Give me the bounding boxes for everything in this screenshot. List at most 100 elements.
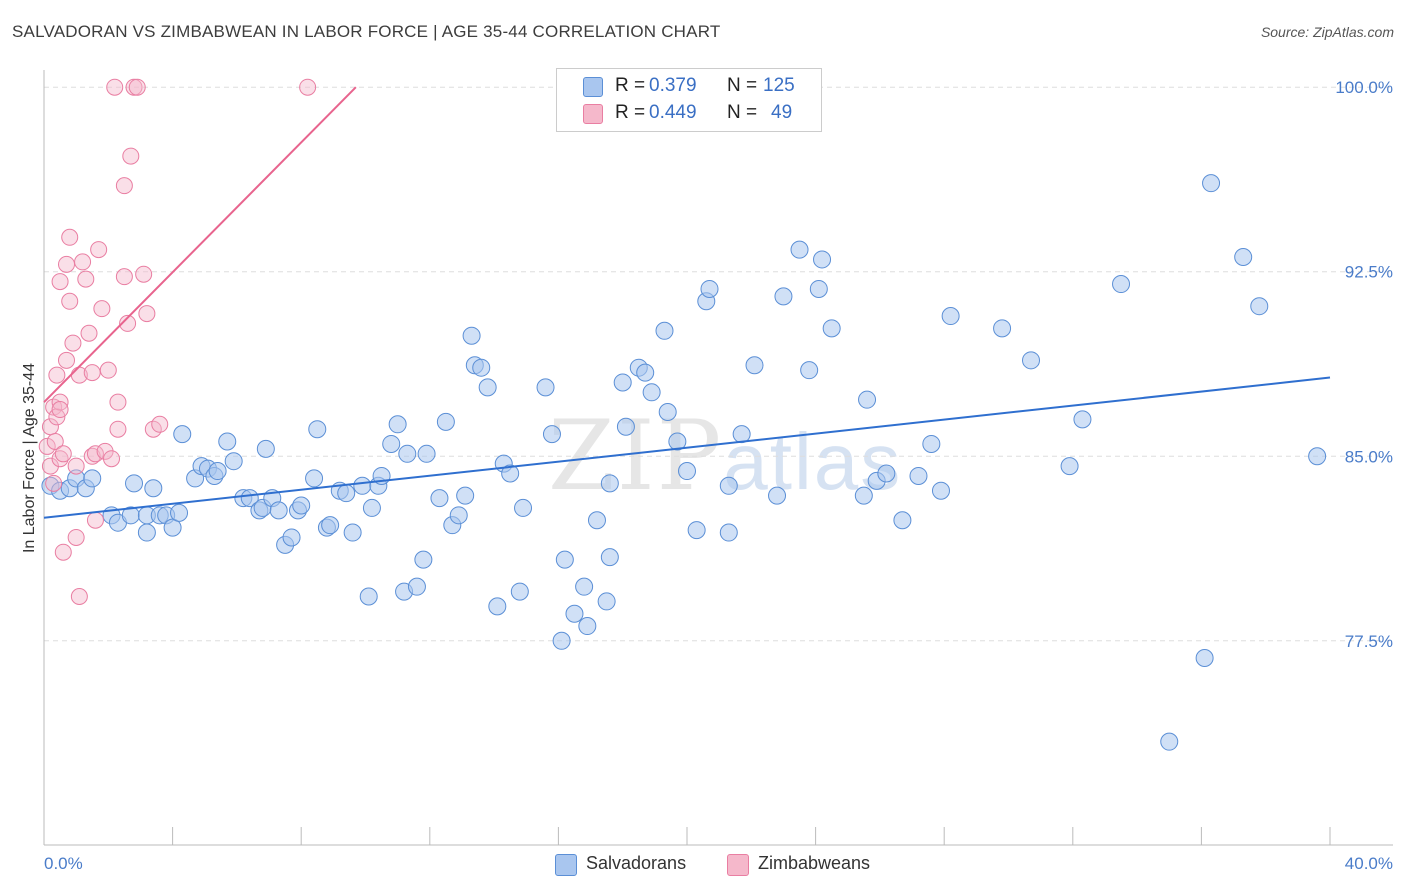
y-tick-label: 92.5% — [1345, 263, 1393, 282]
salvadoran-point — [144, 479, 163, 498]
salvadoran-point — [655, 321, 674, 340]
salvadorans-points — [41, 174, 1327, 751]
salvadoran-point — [170, 503, 189, 522]
salvadoran-point — [488, 597, 507, 616]
salvadoran-point — [578, 617, 597, 636]
legend-swatch-blue — [555, 854, 577, 876]
stats-legend: R = 0.379 N = 125 R = 0.449 N = 49 — [556, 68, 822, 132]
salvadoran-point — [1060, 457, 1079, 476]
legend-r-value: 0.449 — [649, 102, 697, 123]
salvadoran-point — [343, 523, 362, 542]
salvadoran-point — [510, 582, 529, 601]
legend-r-label: R = — [615, 102, 646, 123]
axes — [43, 70, 1393, 846]
salvadoran-point — [813, 250, 832, 269]
zimbabwean-point — [135, 265, 153, 283]
salvadoran-point — [575, 577, 594, 596]
salvadoran-point — [436, 412, 455, 431]
zimbabwean-point — [122, 147, 140, 165]
salvadorans-trend-line — [43, 376, 1331, 519]
legend-n-value: 49 — [771, 102, 793, 123]
salvadoran-point — [678, 462, 696, 481]
zimbabwean-point — [64, 334, 82, 352]
salvadoran-point — [800, 361, 819, 380]
salvadoran-point — [542, 425, 561, 444]
y-tick-label: 100.0% — [1335, 78, 1393, 97]
salvadoran-point — [224, 452, 243, 471]
salvadoran-point — [173, 425, 192, 444]
zimbabwean-point — [90, 241, 108, 259]
salvadoran-point — [337, 484, 356, 503]
y-tick-label: 77.5% — [1345, 632, 1393, 651]
salvadoran-point — [1022, 351, 1041, 370]
salvadoran-point — [417, 444, 436, 463]
zimbabwean-point — [77, 270, 95, 288]
salvadoran-point — [362, 498, 381, 517]
salvadoran-point — [993, 319, 1012, 338]
zimbabwean-point — [54, 445, 72, 463]
zimbabwean-point — [151, 415, 169, 433]
salvadoran-point — [1160, 732, 1179, 751]
salvadoran-point — [1073, 410, 1092, 429]
salvadoran-point — [809, 279, 828, 298]
legend-n-label: N = — [727, 102, 758, 123]
salvadoran-point — [668, 432, 687, 451]
zimbabweans-points — [38, 78, 317, 606]
salvadoran-point — [719, 476, 738, 495]
zimbabwean-point — [99, 361, 117, 379]
zimbabwean-point — [86, 511, 104, 529]
salvadoran-point — [536, 378, 555, 397]
salvadoran-point — [719, 523, 738, 542]
salvadoran-point — [269, 501, 288, 520]
legend-row-salvadorans: R = 0.379 N = 125 — [557, 73, 821, 99]
zimbabwean-point — [115, 177, 133, 195]
y-tick-labels: 77.5% 85.0% 92.5% 100.0% — [1335, 78, 1393, 651]
salvadoran-point — [398, 444, 417, 463]
zimbabwean-point — [67, 528, 85, 546]
legend-n-value: 125 — [763, 75, 795, 96]
zimbabwean-point — [103, 450, 121, 468]
salvadoran-point — [388, 415, 407, 434]
salvadoran-point — [1195, 649, 1214, 668]
zimbabwean-point — [54, 543, 72, 561]
salvadoran-point — [292, 496, 311, 515]
legend-r-value: 0.379 — [649, 75, 697, 96]
salvadoran-point — [1202, 174, 1221, 193]
x-tick-label-max: 40.0% — [1345, 854, 1393, 873]
legend-label-zimbabweans: Zimbabweans — [758, 853, 871, 873]
zimbabwean-point — [51, 401, 69, 419]
legend-r-label: R = — [615, 75, 646, 96]
y-axis-title: In Labor Force | Age 35-44 — [21, 363, 38, 553]
salvadoran-point — [321, 516, 340, 535]
zimbabwean-point — [83, 364, 101, 382]
legend-label-salvadorans: Salvadorans — [586, 853, 687, 873]
series-legend: Salvadorans Zimbabweans — [0, 852, 1406, 878]
zimbabwean-point — [61, 292, 79, 310]
salvadoran-point — [353, 476, 372, 495]
zimbabwean-point — [48, 366, 66, 384]
salvadoran-point — [1234, 247, 1253, 266]
salvadoran-point — [909, 466, 928, 485]
salvadoran-point — [552, 631, 571, 650]
salvadoran-point — [822, 319, 841, 338]
salvadoran-point — [597, 592, 616, 611]
zimbabwean-point — [119, 314, 137, 332]
trend-lines — [43, 86, 1331, 519]
salvadoran-point — [636, 363, 655, 382]
salvadoran-point — [893, 511, 912, 530]
salvadoran-point — [587, 511, 606, 530]
legend-swatch-pink — [583, 104, 603, 124]
salvadoran-point — [687, 521, 706, 540]
y-tick-label: 85.0% — [1345, 447, 1393, 466]
zimbabwean-point — [51, 450, 69, 468]
zimbabwean-point — [109, 393, 127, 411]
legend-n-label: N = — [727, 75, 758, 96]
salvadoran-point — [308, 420, 327, 439]
salvadoran-point — [382, 434, 401, 453]
legend-row-zimbabweans: R = 0.449 N = 49 — [557, 100, 821, 126]
salvadoran-point — [514, 498, 533, 517]
salvadoran-point — [774, 287, 793, 306]
salvadoran-point — [359, 587, 378, 606]
zimbabwean-point — [128, 78, 146, 96]
salvadoran-point — [1308, 447, 1327, 466]
